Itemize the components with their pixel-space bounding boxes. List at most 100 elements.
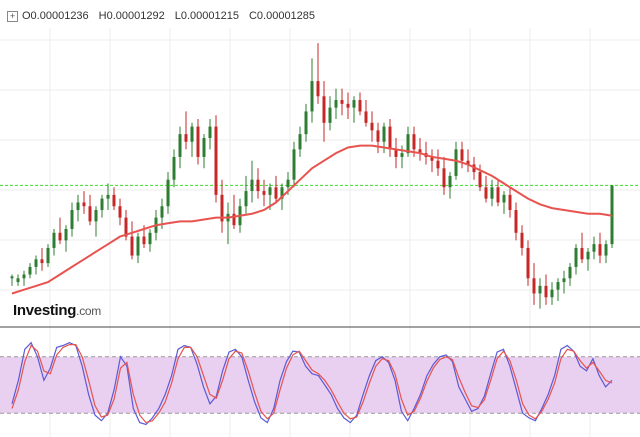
candle-body xyxy=(142,236,146,245)
investing-logo: Investing.com xyxy=(13,302,101,319)
candle-body xyxy=(88,206,92,222)
candle-body xyxy=(232,213,236,226)
candle-body xyxy=(496,187,500,203)
candle-body xyxy=(34,259,38,267)
candle-body xyxy=(454,149,458,176)
candle-body xyxy=(352,100,356,108)
candle-body xyxy=(322,96,326,123)
candle-body xyxy=(346,103,350,108)
candle-body xyxy=(10,276,14,279)
candle-body xyxy=(394,149,398,157)
candle-body xyxy=(574,247,578,267)
candle-body xyxy=(76,202,80,211)
candle-body xyxy=(214,126,218,195)
candle-body xyxy=(556,282,560,290)
candle-body xyxy=(118,206,122,218)
candle-body xyxy=(586,251,590,260)
candle-body xyxy=(274,187,278,199)
candle-body xyxy=(52,232,56,248)
candle-body xyxy=(220,194,224,222)
candle-body xyxy=(526,247,530,279)
candle-body xyxy=(250,179,254,192)
candle-body xyxy=(478,172,482,188)
candle-body xyxy=(448,175,452,188)
candle-body xyxy=(22,274,26,279)
candle-body xyxy=(604,244,608,256)
candle-body xyxy=(412,134,416,150)
candle-body xyxy=(340,100,344,104)
candle-body xyxy=(82,202,86,207)
candle-body xyxy=(388,126,392,150)
candle-body xyxy=(544,285,548,298)
candle-body xyxy=(148,232,152,245)
candle-body xyxy=(580,247,584,260)
candle-body xyxy=(292,149,296,180)
candle-body xyxy=(70,210,74,229)
candle-body xyxy=(514,210,518,233)
candle-body xyxy=(304,111,308,135)
candle-body xyxy=(328,107,332,123)
candle-body xyxy=(508,194,512,211)
stochastic-d-line xyxy=(11,344,613,424)
candle-body xyxy=(256,179,260,192)
candle-body xyxy=(382,126,386,142)
candle-body xyxy=(208,126,212,138)
candle-body xyxy=(124,217,128,237)
candle-body xyxy=(40,259,44,264)
candle-body xyxy=(538,285,542,294)
stochastic-band xyxy=(0,356,640,414)
close-value: C0.00001285 xyxy=(248,10,316,22)
candle-body xyxy=(364,111,368,123)
candle-body xyxy=(16,278,20,283)
candle-body xyxy=(106,194,110,199)
candle-body xyxy=(94,210,98,222)
candle-body xyxy=(196,126,200,157)
candle-body xyxy=(370,122,374,131)
candle-body xyxy=(358,100,362,112)
candle-body xyxy=(532,278,536,294)
candle-body xyxy=(376,130,380,142)
candle-body xyxy=(406,134,410,154)
candle-body xyxy=(136,236,140,256)
candle-body xyxy=(460,149,464,161)
open-value: O0.00001236 xyxy=(22,10,89,22)
candle-body xyxy=(58,232,62,241)
high-value: H0.00001292 xyxy=(98,10,165,22)
candle-body xyxy=(418,149,422,154)
candle-body xyxy=(520,232,524,248)
candle-body xyxy=(550,289,554,298)
candle-body xyxy=(316,81,320,97)
candle-body xyxy=(436,160,440,169)
candle-body xyxy=(244,191,248,207)
stochastic-k-line xyxy=(11,341,613,426)
candle-body xyxy=(484,187,488,199)
expand-icon[interactable]: + xyxy=(7,10,18,22)
candle-body xyxy=(172,156,176,180)
candle-body xyxy=(466,160,470,165)
candle-body xyxy=(400,153,404,157)
candle-body xyxy=(100,198,104,211)
candle-body xyxy=(502,194,506,203)
candle-body xyxy=(64,228,68,241)
candle-body xyxy=(592,244,596,252)
candlestick-series xyxy=(10,43,614,309)
moving-average-line xyxy=(11,144,613,295)
candle-body xyxy=(166,179,170,207)
candle-body xyxy=(598,244,602,256)
candle-body xyxy=(268,187,272,195)
candle-body xyxy=(112,194,116,207)
candle-body xyxy=(298,134,302,150)
candle-body xyxy=(568,266,572,279)
candle-body xyxy=(160,206,164,218)
candle-body xyxy=(286,179,290,188)
candle-body xyxy=(130,236,134,256)
low-value: L0.00001215 xyxy=(174,10,239,22)
candle-body xyxy=(46,247,50,264)
candle-body xyxy=(184,134,188,142)
candle-body xyxy=(202,137,206,157)
candle-body xyxy=(334,100,338,108)
candle-body xyxy=(562,278,566,283)
ohlc-legend: + O0.00001236 H0.00001292 L0.00001215 C0… xyxy=(7,8,325,24)
candle-body xyxy=(262,191,266,195)
